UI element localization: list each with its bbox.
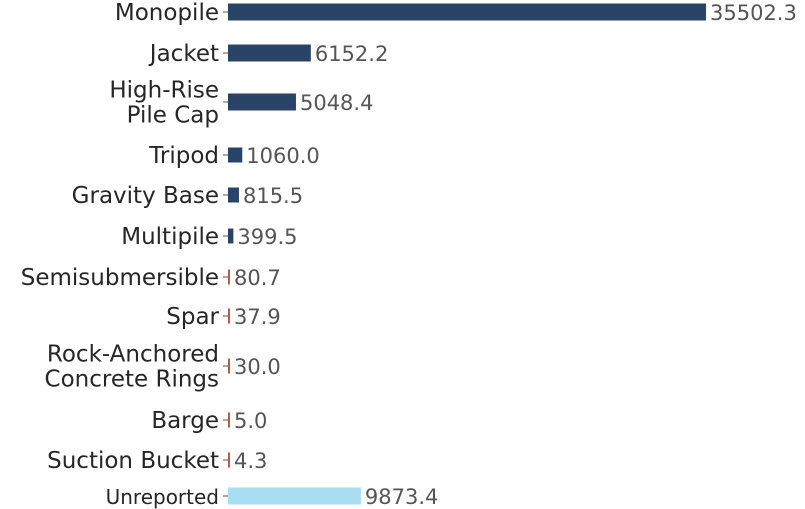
- bar-jacket: [228, 44, 311, 62]
- value-label: 37.9: [234, 305, 281, 329]
- category-label: Spar: [166, 304, 219, 330]
- value-label: 5048.4: [300, 91, 373, 115]
- bar-tripod: [228, 147, 243, 163]
- category-label: Semisubmersible: [21, 265, 219, 291]
- value-label: 35502.3: [710, 1, 797, 25]
- value-label: 4.3: [234, 449, 267, 473]
- value-label: 80.7: [234, 266, 281, 290]
- bar-barge: [228, 412, 230, 428]
- category-label: Multipile: [121, 224, 219, 250]
- bar-rock-anchored-concrete-rings: [228, 358, 230, 374]
- category-label: Monopile: [115, 0, 219, 26]
- category-label: Barge: [151, 408, 219, 434]
- value-label: 5.0: [234, 409, 267, 433]
- bar-spar: [228, 308, 230, 324]
- value-label: 30.0: [234, 355, 281, 379]
- bar-monopile: [228, 3, 706, 21]
- category-label: Gravity Base: [72, 183, 219, 209]
- bar-semisubmersible: [228, 269, 230, 285]
- bar-multipile: [228, 228, 234, 244]
- labels-group: Monopile 35502.3 Jacket 6152.2 High-Rise Pile…: [21, 0, 797, 509]
- bar-unreported: [228, 487, 361, 505]
- category-label: Jacket: [148, 41, 219, 67]
- value-label: 815.5: [243, 184, 303, 208]
- category-label: Suction Bucket: [47, 448, 219, 474]
- category-label: Unreported: [106, 485, 219, 509]
- bar-high-rise-pile-cap: [228, 93, 296, 111]
- bar-gravity-base: [228, 187, 239, 203]
- value-label: 399.5: [237, 225, 297, 249]
- bar-suction-bucket: [228, 452, 230, 468]
- value-label: 9873.4: [365, 485, 438, 509]
- category-label: Rock-Anchored Concrete Rings: [45, 342, 219, 393]
- category-label: Tripod: [148, 143, 219, 169]
- value-label: 6152.2: [315, 42, 388, 66]
- category-label: High-Rise Pile Cap: [109, 78, 219, 129]
- value-label: 1060.0: [246, 144, 319, 168]
- bars-group: [223, 3, 706, 505]
